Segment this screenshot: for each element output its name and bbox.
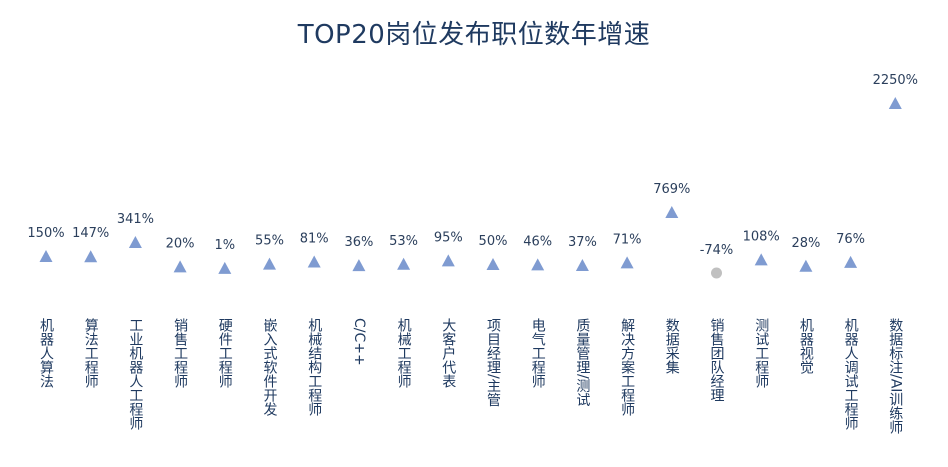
point-triangle-8	[352, 259, 366, 272]
value-label-7: 81%	[300, 232, 329, 247]
value-label-5: 1%	[214, 238, 235, 253]
category-label-11: 项目经理/主管	[485, 318, 501, 407]
category-label-4: 销售工程师	[172, 318, 188, 388]
category-label-15: 数据采集	[664, 318, 680, 374]
category-label-1: 机器人算法	[38, 318, 54, 388]
category-label-10: 大客户代表	[440, 318, 456, 388]
value-label-3: 341%	[117, 212, 154, 227]
value-label-4: 20%	[166, 236, 195, 251]
value-label-10: 95%	[434, 230, 463, 245]
category-label-14: 解决方案工程师	[619, 318, 635, 416]
value-label-17: 108%	[743, 229, 780, 244]
category-label-9: 机械工程师	[396, 318, 412, 388]
value-label-15: 769%	[653, 182, 690, 197]
point-triangle-12	[531, 258, 545, 271]
point-triangle-1	[39, 250, 53, 262]
value-label-12: 46%	[523, 234, 552, 249]
category-label-17: 测试工程师	[753, 318, 769, 388]
value-label-19: 76%	[836, 232, 865, 247]
value-label-13: 37%	[568, 235, 597, 250]
point-triangle-19	[844, 255, 858, 268]
point-triangle-18	[799, 259, 813, 272]
value-label-11: 50%	[479, 234, 508, 249]
value-label-2: 147%	[72, 226, 109, 241]
category-label-16: 销售团队经理	[709, 318, 725, 402]
category-label-3: 工业机器人工程师	[127, 318, 143, 430]
category-label-2: 算法工程师	[83, 318, 99, 388]
value-label-8: 36%	[344, 235, 373, 250]
category-label-7: 机械结构工程师	[306, 318, 322, 416]
category-label-12: 电气工程师	[530, 318, 546, 388]
value-label-14: 71%	[613, 232, 642, 247]
value-label-9: 53%	[389, 234, 418, 249]
point-triangle-7	[307, 255, 321, 268]
category-label-8: C/C++	[351, 318, 367, 366]
category-label-20: 数据标注/AI训练师	[887, 318, 903, 435]
value-label-16: -74%	[700, 243, 734, 258]
value-label-18: 28%	[791, 236, 820, 251]
point-triangle-4	[173, 260, 187, 273]
category-label-6: 嵌入式软件开发	[262, 318, 278, 416]
point-triangle-5	[218, 261, 232, 274]
point-triangle-14	[620, 256, 634, 269]
category-label-19: 机器人调试工程师	[843, 318, 859, 430]
point-triangle-17	[754, 253, 768, 266]
category-label-18: 机器视觉	[798, 318, 814, 375]
value-label-20: 2250%	[873, 73, 918, 88]
point-triangle-10	[441, 254, 455, 267]
category-label-5: 硬件工程师	[217, 318, 233, 388]
point-triangle-3	[128, 236, 142, 248]
point-triangle-2	[84, 250, 98, 263]
point-triangle-6	[263, 257, 276, 270]
value-label-6: 55%	[255, 234, 284, 249]
point-triangle-9	[397, 257, 411, 270]
point-triangle-13	[575, 259, 589, 272]
point-triangle-11	[486, 258, 500, 270]
point-triangle-15	[665, 206, 679, 218]
point-triangle-20	[888, 97, 902, 109]
value-label-1: 150%	[27, 226, 64, 241]
point-circle-16	[711, 267, 722, 279]
chart-title: TOP20岗位发布职位数年增速	[297, 20, 651, 50]
category-label-13: 质量管理/测试	[574, 318, 590, 407]
